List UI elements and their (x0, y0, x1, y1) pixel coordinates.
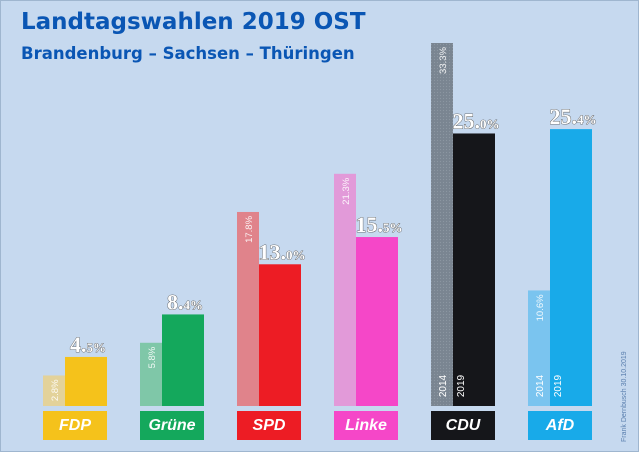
category-label-linke: Linke (334, 411, 398, 440)
data-label-2014-spd: 17.8% (244, 215, 255, 242)
bar-2014-fdp (43, 375, 65, 406)
credit-text: Frank Dernbusch 30.10.2019 (621, 351, 628, 442)
category-label-afd: AfD (528, 411, 592, 440)
bar-2014-spd (237, 211, 259, 406)
data-label-2014-afd: 10.6% (535, 294, 546, 321)
chart-title: Landtagswahlen 2019 OST (21, 9, 366, 35)
bar-2019-cdu (453, 133, 495, 406)
bar-2014-linke (334, 173, 356, 406)
data-label-2014-gruene: 5.8% (147, 346, 158, 368)
data-label-2014-cdu: 33.3% (438, 46, 449, 73)
chart-subtitle: Brandenburg – Sachsen – Thüringen (21, 44, 355, 63)
bar-2014-cdu (431, 43, 453, 406)
bar-year-label-2014-afd: 2014 (535, 374, 546, 397)
category-label-fdp: FDP (43, 411, 107, 440)
bar-2019-fdp (65, 356, 107, 406)
data-label-2019-cdu: 25.0% (453, 108, 500, 133)
category-label-gruene: Grüne (140, 411, 204, 440)
data-label-2019-spd: 13.0% (259, 239, 306, 264)
data-label-2019-gruene: 8.4% (167, 289, 203, 314)
data-label-2019-afd: 25.4% (550, 104, 597, 129)
bar-year-label-2019-cdu: 2019 (456, 374, 467, 397)
bar-2014-afd (528, 290, 550, 406)
data-label-2019-fdp: 4.5% (70, 332, 106, 357)
data-label-2014-linke: 21.3% (341, 177, 352, 204)
category-label-cdu: CDU (431, 411, 495, 440)
bar-2019-spd (259, 264, 301, 406)
category-label-spd: SPD (237, 411, 301, 440)
data-label-2019-linke: 15.5% (356, 212, 403, 237)
bar-2019-linke (356, 237, 398, 406)
data-label-2014-fdp: 2.8% (50, 379, 61, 401)
bar-2019-afd (550, 129, 592, 406)
bar-year-label-2019-afd: 2019 (553, 374, 564, 397)
bar-2019-gruene (162, 314, 204, 406)
bar-2014-gruene (140, 342, 162, 406)
bar-year-label-2014-cdu: 2014 (438, 374, 449, 397)
